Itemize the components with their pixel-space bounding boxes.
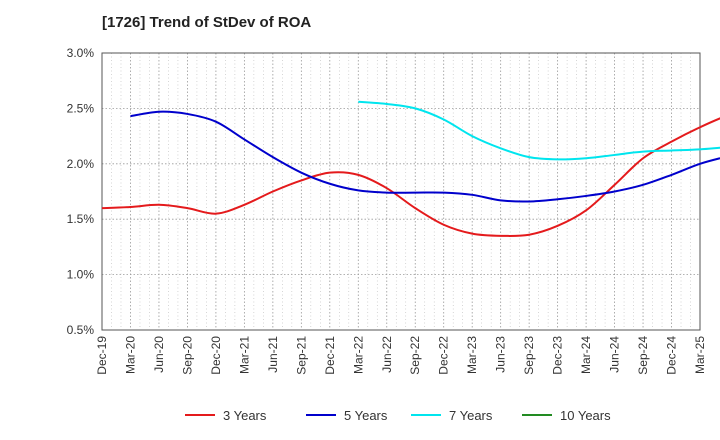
y-tick-label: 1.5% [67,212,95,226]
y-tick-label: 2.5% [67,101,95,115]
y-tick-label: 2.0% [67,157,95,171]
legend-item-10-years: 10 Years [522,408,611,423]
series-line-7-years [358,100,720,161]
x-tick-label: Mar-23 [465,336,479,374]
x-tick-label: Mar-24 [579,336,593,374]
x-tick-label: Dec-20 [209,336,223,375]
x-tick-label: Dec-24 [665,336,679,375]
y-tick-label: 1.0% [67,268,95,282]
legend: 3 Years 5 Years 7 Years 10 Years [185,408,611,423]
plot-lines [101,100,720,237]
series-line-5-years [130,110,720,203]
x-tick-label: Dec-21 [323,336,337,375]
x-tick-label: Sep-20 [180,336,194,375]
legend-label: 5 Years [344,408,388,423]
x-tick-label: Jun-22 [380,336,394,373]
legend-item-7-years: 7 Years [411,408,493,423]
x-tick-label: Jun-21 [266,336,280,373]
x-tick-label: Sep-23 [522,336,536,375]
series-line-3-years [101,117,720,237]
x-tick-label: Dec-23 [551,336,565,375]
x-tick-label: Mar-20 [123,336,137,374]
legend-item-3-years: 3 Years [185,408,267,423]
x-tick-label: Jun-24 [608,336,622,373]
x-tick-label: Sep-21 [294,336,308,375]
legend-label: 10 Years [560,408,611,423]
legend-item-5-years: 5 Years [306,408,388,423]
chart-title: [1726] Trend of StDev of ROA [102,14,311,31]
y-tick-label: 0.5% [67,323,95,337]
x-tick-label: Sep-24 [636,336,650,375]
x-tick-label: Mar-25 [693,336,707,374]
x-axis: Dec-19 Mar-20 Jun-20 Sep-20 Dec-20 Mar-21 Jun-… [95,336,707,375]
x-tick-label: Dec-19 [95,336,109,375]
plot-frame [101,52,701,331]
x-tick-label: Jun-23 [494,336,508,373]
legend-label: 7 Years [449,408,493,423]
y-tick-label: 3.0% [67,46,95,60]
x-tick-label: Mar-22 [351,336,365,374]
legend-label: 3 Years [223,408,267,423]
plot-grid [101,52,701,331]
x-tick-label: Sep-22 [408,336,422,375]
y-axis: 0.5% 1.0% 1.5% 2.0% 2.5% 3.0% [67,46,95,337]
x-tick-label: Jun-20 [152,336,166,373]
x-tick-label: Mar-21 [237,336,251,374]
plot-area [102,53,700,330]
x-tick-label: Dec-22 [437,336,451,375]
